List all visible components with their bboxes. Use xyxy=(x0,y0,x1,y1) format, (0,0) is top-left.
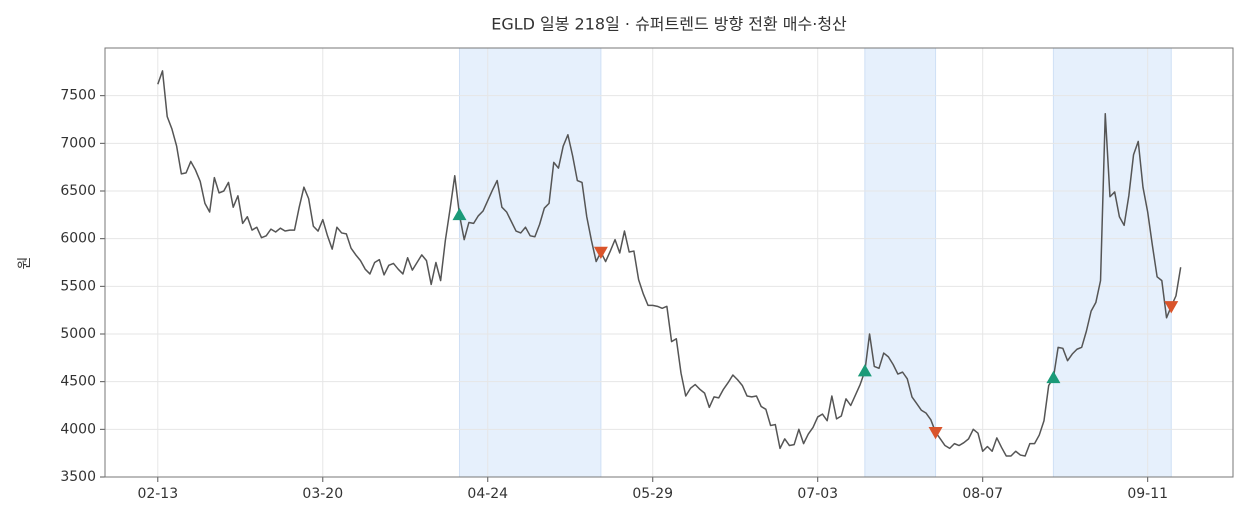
y-tick-label: 7500 xyxy=(60,88,96,104)
sell-marker xyxy=(593,246,608,260)
buy-marker xyxy=(452,207,467,221)
x-tick-label: 07-03 xyxy=(797,486,838,502)
sell-marker xyxy=(1164,301,1179,314)
plot-frame xyxy=(104,47,1234,478)
x-tick-label: 02-13 xyxy=(137,486,178,502)
y-tick-label: 3500 xyxy=(60,469,96,485)
y-tick-label: 4000 xyxy=(60,421,96,437)
y-tick-label: 7000 xyxy=(60,135,96,151)
signal-span xyxy=(458,47,602,478)
y-tick-label: 5500 xyxy=(60,278,96,294)
buy-marker xyxy=(857,364,872,377)
y-tick-label: 5000 xyxy=(60,326,96,342)
signal-span xyxy=(864,47,937,478)
chart-title: EGLD 일봉 218일 · 슈퍼트렌드 방향 전환 매수·청산 xyxy=(491,15,847,34)
y-tick-label: 6500 xyxy=(60,183,96,199)
buy-marker xyxy=(1046,370,1061,384)
x-tick-label: 08-07 xyxy=(962,486,1003,502)
x-tick-label: 09-11 xyxy=(1127,486,1168,502)
y-axis-label: 원 xyxy=(17,257,33,270)
x-tick-label: 03-20 xyxy=(302,486,343,502)
x-tick-label: 04-24 xyxy=(467,486,508,502)
price-line xyxy=(157,70,1182,457)
x-tick-label: 05-29 xyxy=(632,486,673,502)
signal-span xyxy=(1052,47,1172,478)
sell-marker xyxy=(928,426,943,440)
y-tick-label: 6000 xyxy=(60,231,96,247)
y-tick-label: 4500 xyxy=(60,374,96,390)
